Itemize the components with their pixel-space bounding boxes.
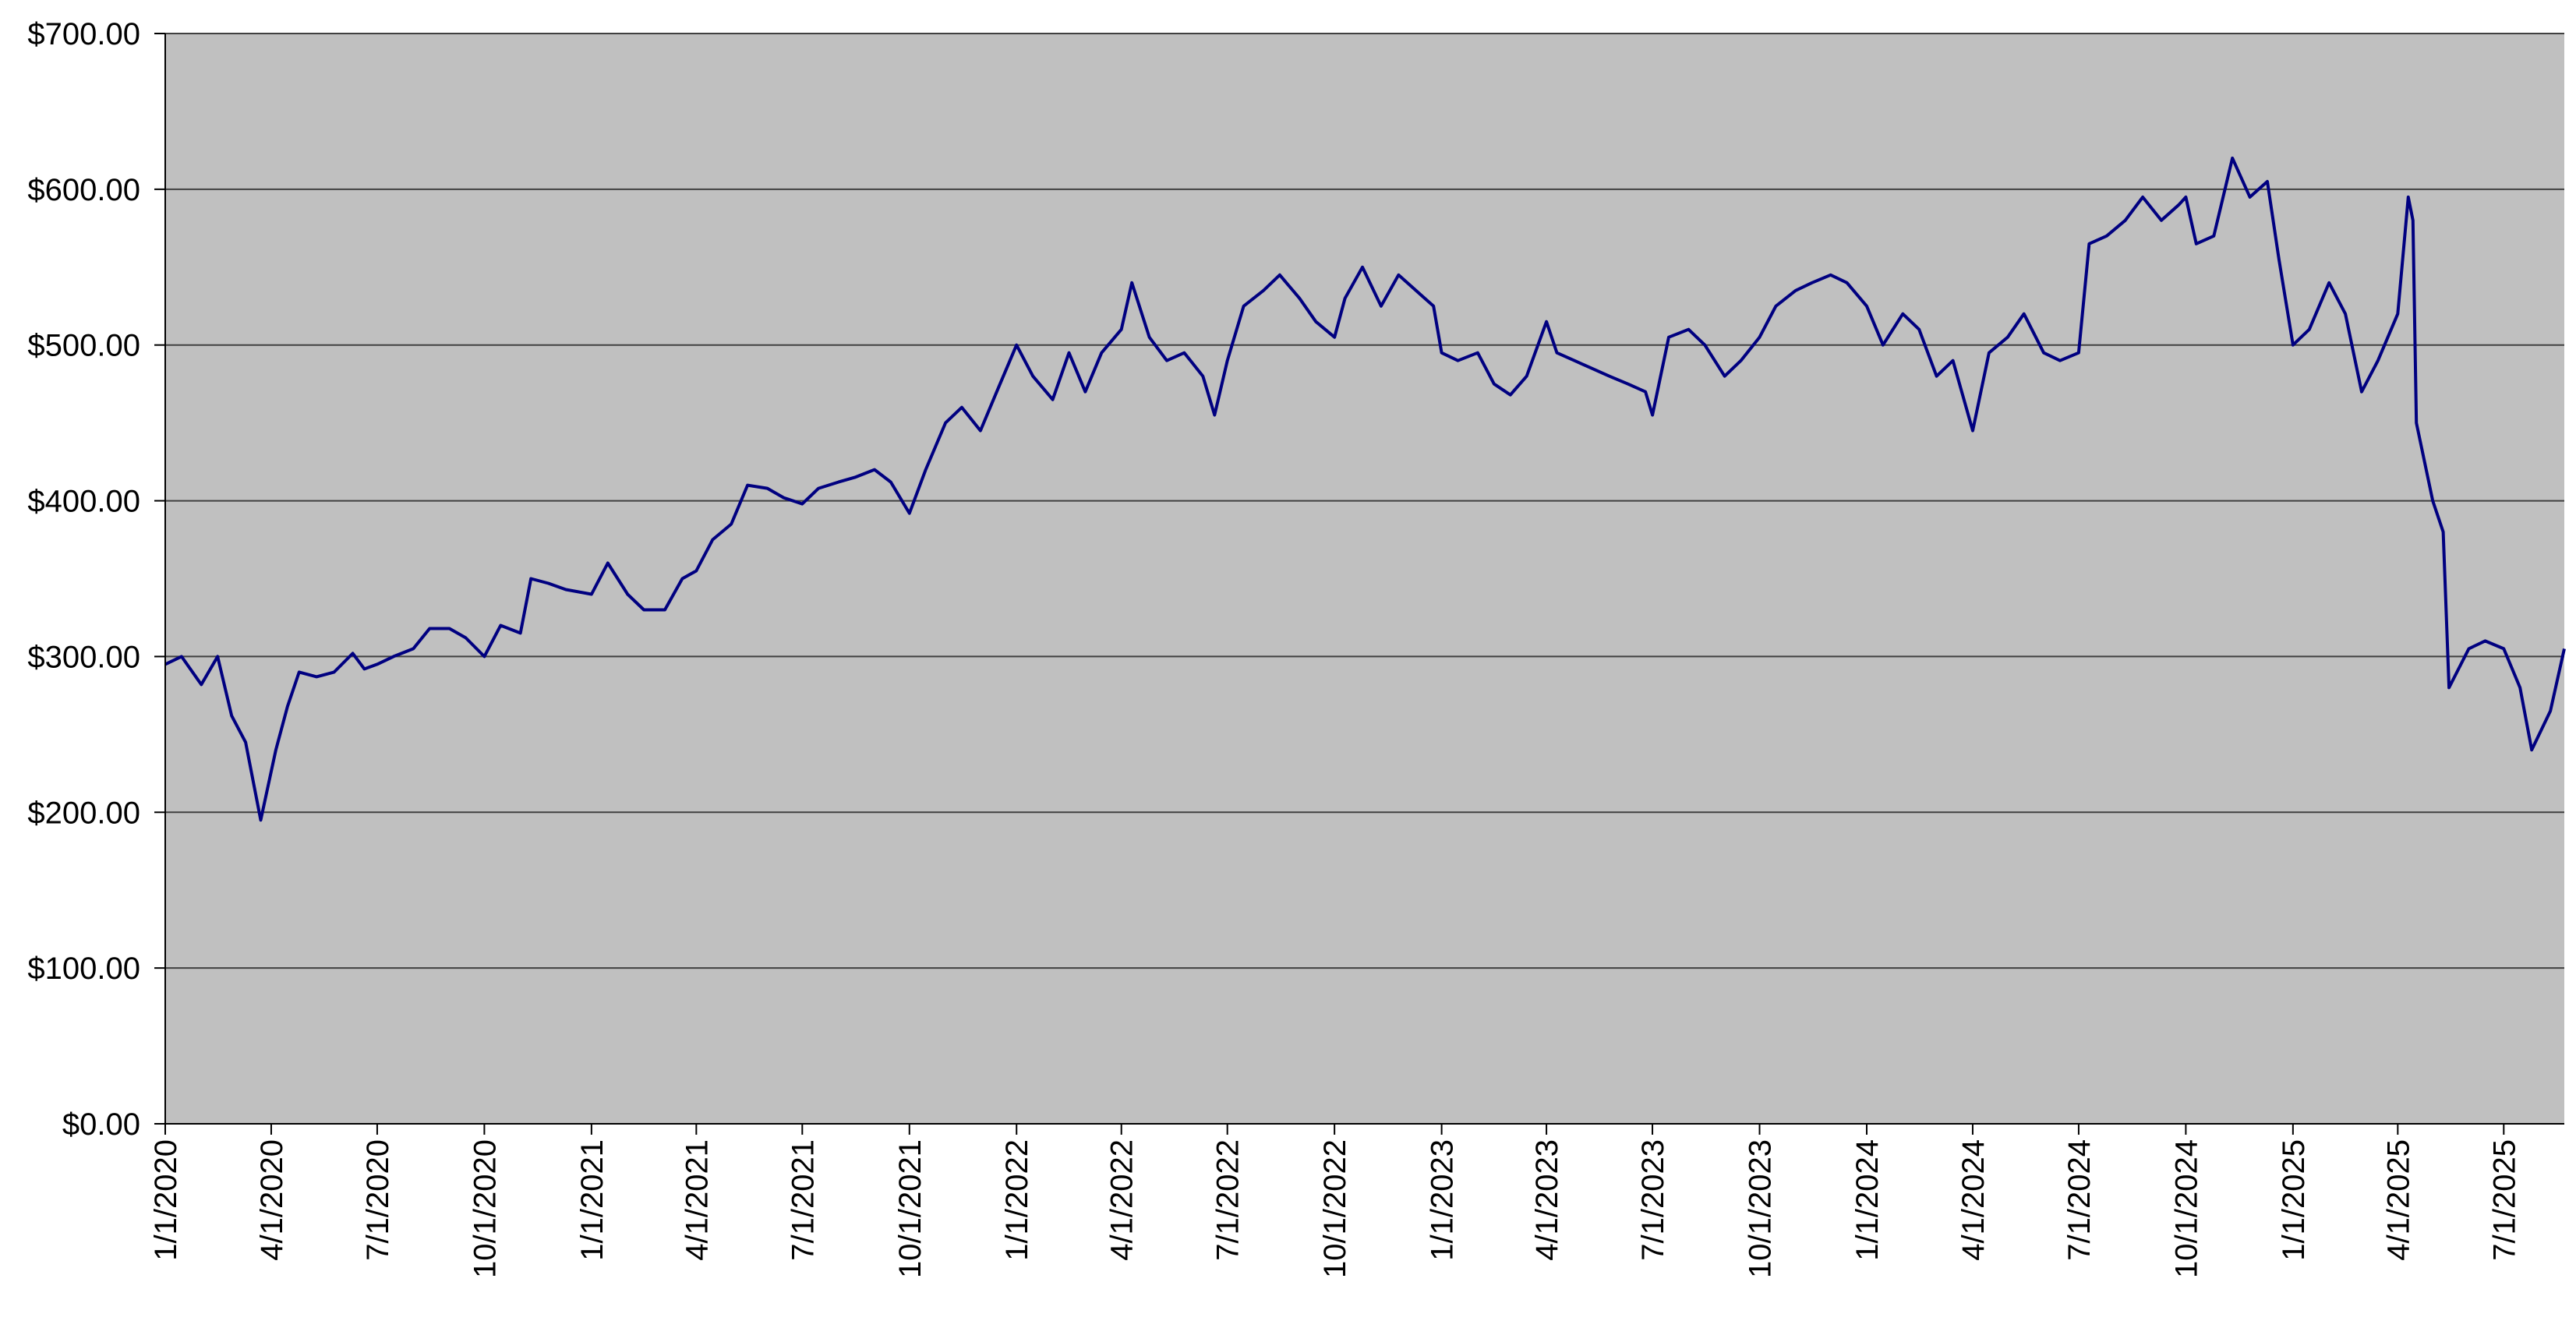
axes [154, 33, 2564, 1135]
series-layer [164, 156, 2566, 822]
x-tick-label: 10/1/2022 [1318, 1139, 1352, 1278]
x-tick-label: 1/1/2025 [2277, 1139, 2311, 1261]
x-tick-label: 7/1/2025 [2487, 1139, 2521, 1261]
x-tick-label: 1/1/2021 [575, 1139, 610, 1261]
y-tick-label: $0.00 [62, 1107, 140, 1142]
plot-background [165, 34, 2564, 1124]
y-tick-label: $500.00 [27, 329, 140, 363]
x-tick-label: 10/1/2024 [2169, 1139, 2203, 1278]
x-tick-label: 1/1/2023 [1426, 1139, 1460, 1261]
x-tick-label: 7/1/2024 [2062, 1139, 2097, 1261]
x-tick-label: 4/1/2024 [1956, 1139, 1991, 1261]
y-axis-tick-labels: $0.00 $100.00 $200.00 $300.00 $400.00 $500.00… [27, 17, 140, 1142]
y-tick-label: $300.00 [27, 640, 140, 674]
x-axis-tick-labels: 1/1/2020 4/1/2020 7/1/2020 10/1/2020 1/1/202… [149, 1139, 2521, 1278]
x-tick-label: 1/1/2024 [1850, 1139, 1885, 1261]
x-tick-label: 7/1/2021 [786, 1139, 820, 1261]
x-tick-label: 10/1/2020 [468, 1139, 502, 1278]
x-tick-label: 10/1/2021 [893, 1139, 928, 1278]
series-line-0 [164, 156, 2566, 822]
x-tick-label: 10/1/2023 [1744, 1139, 1778, 1278]
x-tick-label: 4/1/2023 [1530, 1139, 1564, 1261]
y-tick-label: $100.00 [27, 952, 140, 986]
x-tick-label: 7/1/2020 [361, 1139, 395, 1261]
x-tick-label: 7/1/2023 [1636, 1139, 1670, 1261]
y-tick-label: $600.00 [27, 173, 140, 207]
x-tick-label: 7/1/2022 [1211, 1139, 1246, 1261]
x-tick-label: 4/1/2022 [1105, 1139, 1140, 1261]
x-tick-label: 1/1/2020 [149, 1139, 183, 1261]
x-tick-label: 4/1/2020 [255, 1139, 289, 1261]
y-tick-label: $700.00 [27, 17, 140, 51]
x-tick-label: 4/1/2025 [2381, 1139, 2415, 1261]
gridlines [165, 33, 2564, 969]
x-tick-label: 4/1/2021 [680, 1139, 714, 1261]
plot-area [165, 34, 2564, 1124]
y-tick-label: $400.00 [27, 485, 140, 519]
x-tick-label: 1/1/2022 [1000, 1139, 1034, 1261]
y-tick-label: $200.00 [27, 796, 140, 830]
